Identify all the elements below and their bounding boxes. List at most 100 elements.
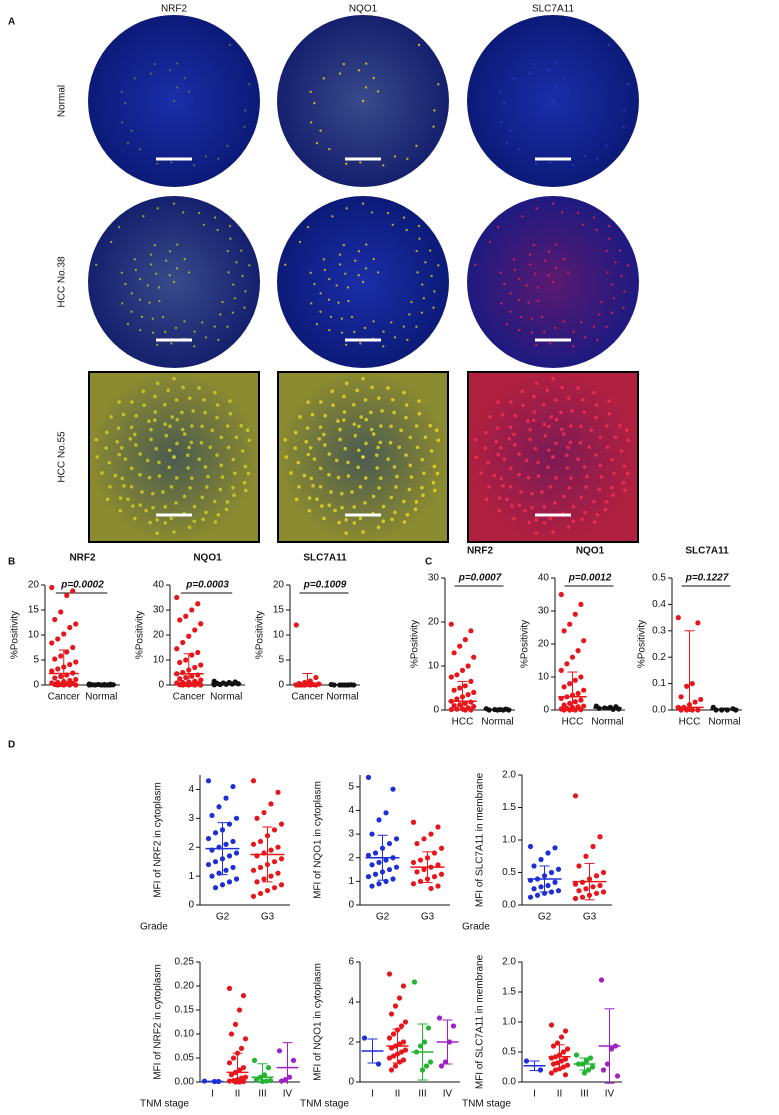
speck: [600, 300, 603, 304]
speck: [432, 306, 435, 309]
data-point: [678, 694, 684, 700]
speck: [134, 413, 138, 418]
data-point: [230, 1055, 237, 1061]
speck: [168, 274, 171, 277]
y-axis-label: %Positivity: [637, 620, 648, 668]
speck: [231, 311, 235, 314]
data-point: [614, 1073, 621, 1079]
speck: [172, 455, 176, 459]
speck: [594, 415, 598, 420]
data-point: [462, 683, 468, 689]
data-point: [451, 650, 457, 656]
speck: [505, 142, 509, 145]
data-point: [73, 659, 79, 665]
speck: [340, 491, 344, 496]
data-point: [597, 834, 603, 840]
panel-label: B: [8, 557, 15, 568]
speck: [592, 325, 596, 328]
y-tick-label: 2: [348, 852, 354, 863]
speck: [420, 485, 424, 490]
speck: [313, 101, 316, 105]
y-axis-label: %Positivity: [410, 620, 421, 668]
speck: [345, 207, 348, 210]
data-point: [250, 778, 257, 784]
speck: [483, 446, 488, 450]
data-point: [365, 852, 372, 858]
speck: [164, 433, 169, 438]
speck: [402, 390, 406, 395]
speck: [473, 437, 478, 442]
data-point: [421, 836, 427, 842]
speck: [186, 466, 190, 470]
speck: [319, 292, 322, 295]
speck: [371, 432, 376, 436]
speck: [542, 521, 547, 525]
speck: [528, 437, 532, 442]
speck: [390, 397, 395, 402]
speck: [402, 216, 406, 219]
y-tick-label: 0.15: [175, 1005, 195, 1016]
speck: [169, 516, 174, 521]
speck: [378, 440, 383, 445]
speck: [382, 345, 385, 348]
speck: [140, 490, 144, 494]
speck: [283, 437, 288, 442]
speck: [530, 317, 534, 320]
data-point: [548, 889, 555, 895]
speck: [381, 519, 386, 524]
speck: [138, 277, 142, 281]
speck: [315, 142, 319, 145]
panel-label: D: [8, 740, 15, 751]
y-tick-label: 2: [188, 842, 194, 853]
speck: [338, 72, 342, 75]
speck: [433, 290, 436, 293]
speck: [585, 474, 589, 479]
speck: [518, 147, 521, 151]
data-point: [572, 611, 578, 617]
data-point: [590, 843, 596, 850]
data-point: [388, 1011, 395, 1017]
speck: [361, 280, 365, 284]
data-point: [192, 682, 198, 688]
data-point: [435, 824, 441, 830]
speck: [578, 440, 583, 445]
speck: [399, 428, 404, 433]
speck: [181, 385, 185, 390]
speck: [488, 240, 492, 244]
speck: [567, 486, 571, 490]
speck: [149, 253, 153, 256]
speck: [417, 411, 422, 416]
speck: [497, 496, 502, 500]
speck: [596, 157, 599, 161]
data-point: [198, 621, 204, 627]
speck: [505, 497, 509, 502]
data-point: [226, 1078, 233, 1084]
speck: [500, 302, 503, 305]
y-tick-label: 5: [33, 655, 39, 666]
data-point: [558, 667, 564, 674]
speck: [592, 499, 596, 504]
y-tick-label: 3: [348, 829, 354, 840]
y-tick-label: 0: [433, 705, 439, 716]
speck: [182, 494, 187, 499]
speck: [503, 101, 506, 105]
speck: [619, 449, 624, 453]
speck: [346, 460, 350, 465]
speck: [356, 448, 361, 453]
speck: [344, 381, 349, 386]
speck: [553, 326, 557, 330]
speck: [512, 258, 516, 261]
speck: [420, 311, 424, 314]
speck: [176, 243, 179, 246]
speck: [297, 485, 301, 489]
speck: [204, 510, 208, 515]
speck: [327, 452, 331, 456]
speck: [622, 125, 625, 128]
speck: [434, 428, 439, 432]
data-point: [587, 1055, 594, 1061]
data-point: [600, 889, 607, 895]
speck: [553, 398, 558, 402]
speck: [597, 487, 602, 492]
speck: [494, 439, 499, 444]
